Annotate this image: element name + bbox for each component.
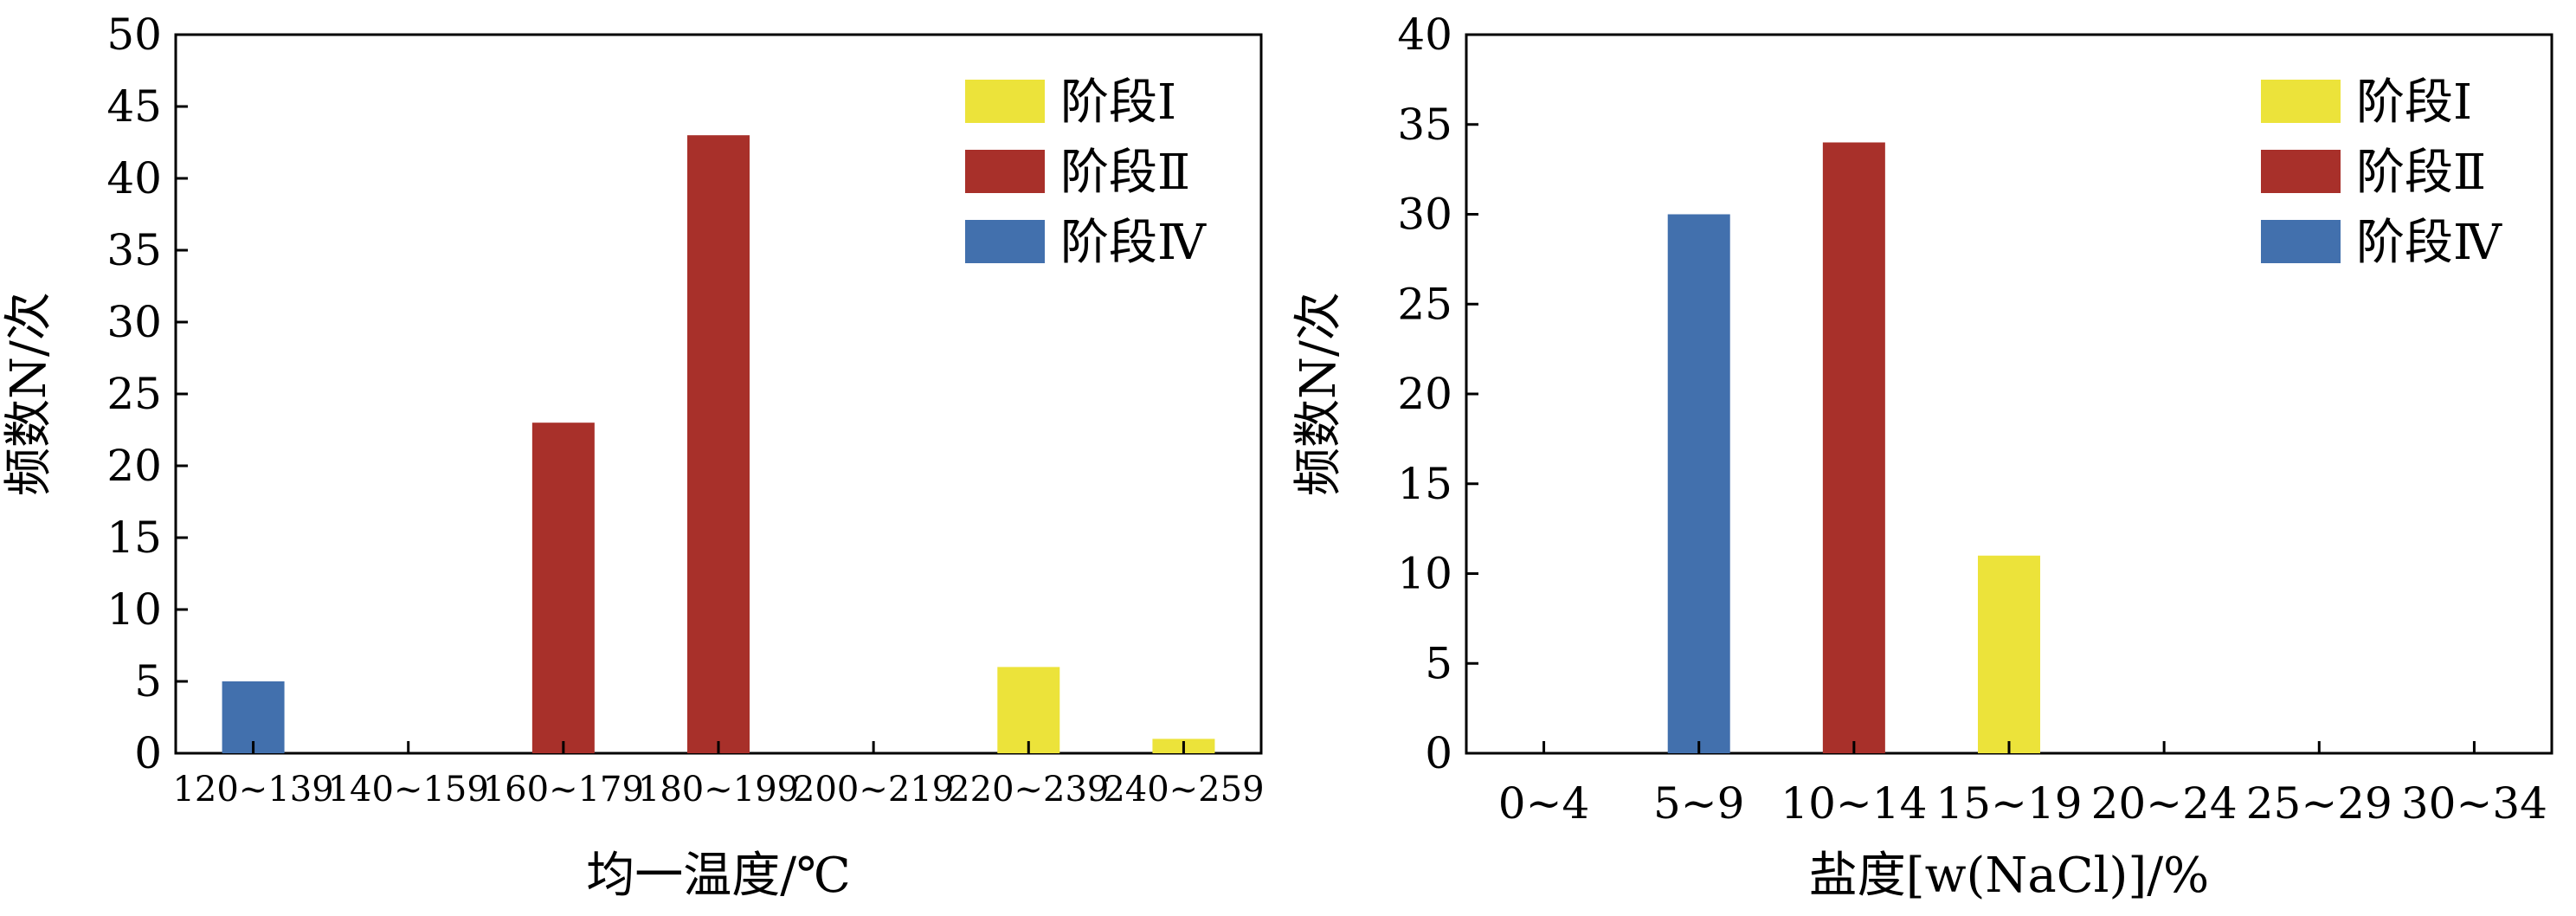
y-tick-label: 10 — [106, 584, 162, 635]
temperature-histogram: 0 5 10 15 20 25 30 35 40 45 50 120~139140~159160~17… — [1, 10, 1265, 904]
y-tick-label: 40 — [1397, 10, 1452, 60]
y-axis-title: 频数N/次 — [1, 292, 57, 496]
y-tick-label: 45 — [106, 81, 162, 132]
legend-swatch — [965, 80, 1045, 123]
salinity-histogram: 0 5 10 15 20 25 30 35 40 0~4 5~9 10~14 15~19 20~24 25~… — [1291, 10, 2553, 904]
legend-swatch — [965, 220, 1045, 263]
legend-label: 阶段Ⅰ — [1060, 74, 1176, 131]
legend-label: 阶段Ⅰ — [2356, 74, 2472, 131]
legend-label: 阶段Ⅱ — [1060, 145, 1190, 201]
legend-swatch — [965, 150, 1045, 193]
y-tick-label: 20 — [1397, 369, 1452, 419]
legend-swatch — [2261, 150, 2341, 193]
x-tick-label: 0~4 — [1498, 778, 1590, 829]
x-tick-label: 140~159 — [328, 770, 489, 810]
legend-label: 阶段Ⅳ — [1060, 215, 1207, 271]
x-tick-label: 5~9 — [1653, 778, 1745, 829]
x-tick-label: 220~239 — [948, 770, 1109, 810]
x-tick-label: 200~219 — [793, 770, 954, 810]
bar — [997, 667, 1060, 753]
y-tick-label: 5 — [134, 656, 162, 706]
bar — [1667, 214, 1730, 753]
y-tick-label: 5 — [1425, 638, 1452, 688]
y-tick-label: 0 — [134, 728, 162, 778]
y-tick-label: 15 — [106, 513, 162, 563]
y-tick-label: 35 — [106, 225, 162, 275]
y-tick-label: 15 — [1397, 459, 1452, 509]
bar — [531, 423, 595, 753]
legend-swatch — [2261, 220, 2341, 263]
x-tick-label: 30~34 — [2401, 778, 2547, 829]
bar — [1822, 142, 1885, 753]
x-tick-label: 15~19 — [1935, 778, 2082, 829]
x-tick-label: 25~29 — [2246, 778, 2392, 829]
x-tick-label: 160~179 — [483, 770, 644, 810]
x-tick-label: 120~139 — [172, 770, 333, 810]
y-tick-label: 25 — [1397, 279, 1452, 329]
y-tick-label: 0 — [1425, 728, 1452, 778]
x-tick-label: 180~199 — [638, 770, 799, 810]
y-tick-label: 20 — [106, 441, 162, 491]
y-tick-label: 40 — [106, 153, 162, 203]
y-tick-label: 30 — [1397, 190, 1452, 240]
legend-swatch — [2261, 80, 2341, 123]
legend-label: 阶段Ⅳ — [2356, 215, 2502, 271]
x-tick-label: 240~259 — [1103, 770, 1264, 810]
y-tick-label: 30 — [106, 297, 162, 347]
x-axis-title: 均一温度/℃ — [586, 848, 851, 904]
y-axis-title: 频数N/次 — [1291, 292, 1347, 496]
legend-label: 阶段Ⅱ — [2356, 145, 2486, 201]
x-tick-label: 20~24 — [2091, 778, 2238, 829]
y-tick-label: 25 — [106, 369, 162, 419]
y-tick-label: 50 — [106, 10, 162, 60]
x-tick-label: 10~14 — [1781, 778, 1927, 829]
bar — [1978, 555, 2040, 753]
x-axis-title: 盐度[w(NaCl)]/% — [1809, 848, 2210, 904]
y-tick-label: 10 — [1397, 549, 1452, 599]
y-tick-label: 35 — [1397, 100, 1452, 150]
bar — [687, 135, 750, 753]
